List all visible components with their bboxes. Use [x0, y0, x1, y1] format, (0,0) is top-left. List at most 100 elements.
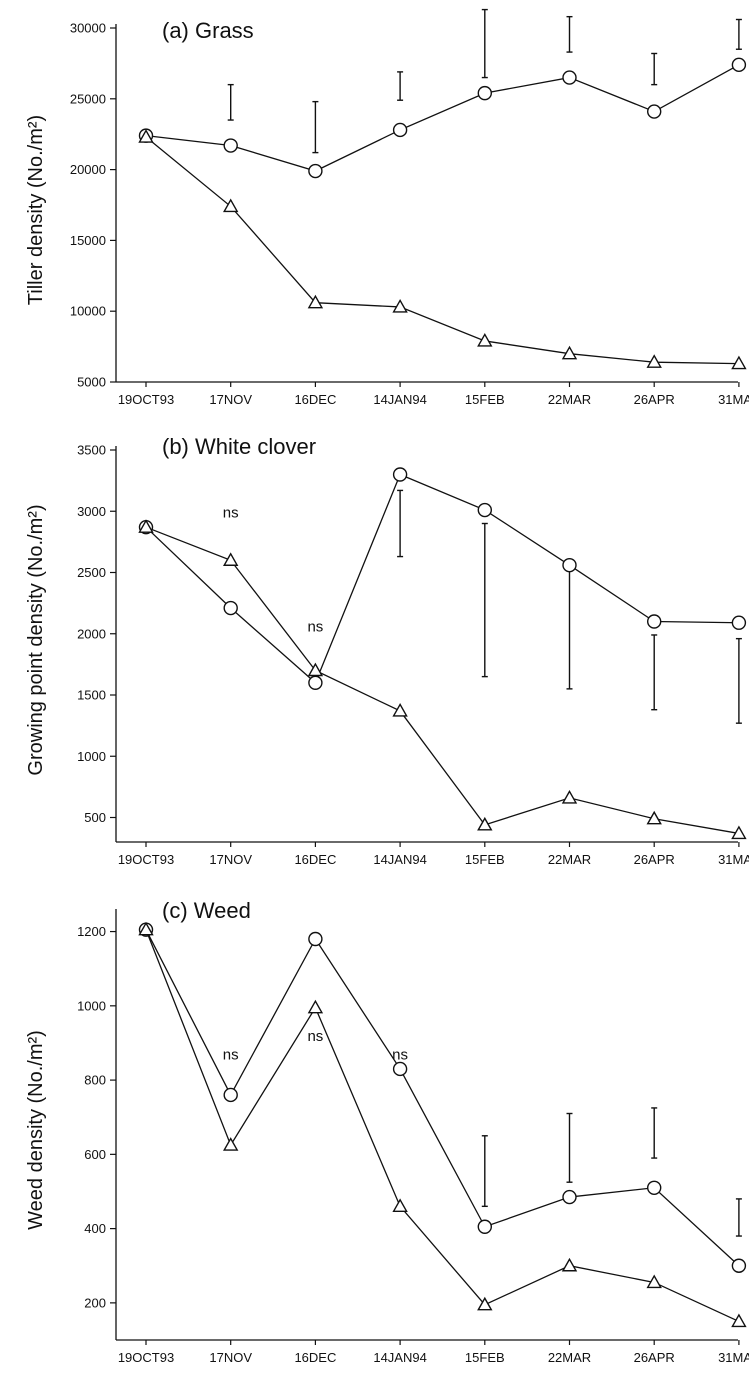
- x-tick-label: 26APR: [634, 392, 675, 407]
- y-tick-label: 1500: [77, 688, 106, 703]
- circle-marker: [562, 1189, 577, 1205]
- triangle-marker: [477, 1296, 493, 1311]
- y-tick-label: 3000: [77, 504, 106, 519]
- circle-marker: [223, 138, 238, 153]
- y-tick-label: 600: [84, 1147, 106, 1162]
- x-tick-label: 19OCT93: [118, 852, 174, 867]
- triangle-marker: [731, 825, 747, 840]
- circle-marker: [731, 1258, 747, 1273]
- triangle-marker: [731, 1313, 747, 1328]
- triangle-marker: [646, 354, 662, 368]
- panel-2: 200 400 600 800 1000 1200 19OCT93 17NOV 16DEC 14J…: [25, 898, 749, 1365]
- circle-marker: [308, 163, 323, 179]
- x-tick-label: 14JAN94: [373, 1350, 426, 1365]
- triangle-marker: [392, 299, 408, 313]
- circle-marker: [647, 614, 662, 629]
- triangle-marker: [223, 198, 239, 213]
- x-tick-label: 16DEC: [294, 1350, 336, 1365]
- x-tick-label: 14JAN94: [373, 392, 426, 407]
- x-tick-label: 22MAR: [548, 852, 591, 867]
- y-tick-label: 1000: [77, 749, 106, 764]
- triangle-marker: [138, 129, 154, 143]
- x-tick-label: 14JAN94: [373, 852, 426, 867]
- circle-marker: [647, 1180, 662, 1195]
- y-tick-label: 400: [84, 1221, 106, 1236]
- y-tick-label: 10000: [70, 304, 106, 319]
- ns-annotation: ns: [392, 1047, 408, 1064]
- triangle-marker: [477, 333, 493, 347]
- triangle-marker: [138, 519, 154, 533]
- ns-annotation: ns: [223, 1047, 239, 1064]
- series-line-circle: [145, 473, 739, 684]
- triangle-marker: [138, 921, 154, 936]
- circle-marker: [392, 1061, 408, 1077]
- circle-marker: [731, 615, 747, 630]
- triangle-marker: [223, 552, 239, 566]
- y-tick-label: 20000: [70, 162, 106, 177]
- series-line-circle: [145, 64, 740, 172]
- circle-marker: [477, 85, 492, 101]
- triangle-marker: [477, 816, 493, 831]
- circle-marker: [223, 1087, 238, 1103]
- y-axis-label: Weed density (No./m²): [25, 1030, 47, 1230]
- circle-marker: [223, 600, 238, 616]
- x-tick-label: 22MAR: [548, 1350, 591, 1365]
- triangle-marker: [646, 1274, 662, 1289]
- panel-title: (c) Weed: [162, 898, 251, 923]
- x-tick-label: 15FEB: [465, 852, 505, 867]
- x-tick-label: 17NOV: [209, 852, 252, 867]
- circle-marker: [477, 1219, 492, 1234]
- ns-annotation: ns: [223, 504, 239, 521]
- y-axis-label: Tiller density (No./m²): [25, 115, 47, 305]
- triangle-marker: [392, 1198, 408, 1213]
- triangle-marker: [223, 1137, 239, 1151]
- y-tick-label: 3500: [77, 443, 106, 458]
- circle-marker: [562, 557, 577, 573]
- y-tick-label: 500: [84, 810, 106, 825]
- x-tick-label: 17NOV: [209, 1350, 252, 1365]
- x-tick-label: 15FEB: [465, 1350, 505, 1365]
- series-line-triangle: [145, 136, 739, 365]
- x-tick-label: 31MAY: [718, 392, 749, 407]
- y-tick-label: 800: [84, 1073, 106, 1088]
- ns-annotation: ns: [307, 1028, 323, 1045]
- y-tick-label: 2000: [77, 626, 106, 641]
- y-tick-label: 25000: [70, 91, 106, 106]
- series-line-triangle: [145, 929, 740, 1323]
- triangle-marker: [561, 1257, 578, 1272]
- y-axis-label: Growing point density (No./m²): [25, 504, 47, 775]
- circle-marker: [647, 104, 662, 119]
- x-tick-label: 31MAY: [718, 1350, 749, 1365]
- circle-marker: [308, 675, 323, 690]
- x-tick-label: 16DEC: [294, 392, 336, 407]
- y-tick-label: 15000: [70, 233, 106, 248]
- triangle-marker: [307, 294, 324, 309]
- panel-title: (b) White clover: [162, 434, 316, 459]
- series-line-triangle: [145, 526, 740, 835]
- panel-0: 5000 10000 15000 20000 25000 30000 19OCT93 17NO…: [25, 8, 749, 407]
- x-tick-label: 31MAY: [718, 852, 749, 867]
- x-tick-label: 26APR: [634, 852, 675, 867]
- y-tick-label: 200: [84, 1295, 106, 1310]
- triangle-marker: [561, 789, 578, 804]
- circle-marker: [731, 57, 747, 73]
- x-tick-label: 17NOV: [209, 392, 252, 407]
- panel-1: 500 1000 1500 2000 2500 3000 3500 19OCT93 17NOV 1…: [25, 434, 749, 867]
- triangle-marker: [307, 662, 324, 677]
- circle-marker: [392, 467, 408, 482]
- panel-title: (a) Grass: [162, 18, 254, 43]
- y-tick-label: 1200: [77, 924, 106, 939]
- circle-marker: [477, 502, 492, 518]
- x-tick-label: 15FEB: [465, 392, 505, 407]
- triangle-marker: [561, 345, 578, 360]
- x-tick-label: 26APR: [634, 1350, 675, 1365]
- x-tick-label: 22MAR: [548, 392, 591, 407]
- y-tick-label: 1000: [77, 998, 106, 1013]
- circle-marker: [392, 122, 408, 138]
- y-tick-label: 30000: [70, 21, 106, 36]
- ns-annotation: ns: [307, 618, 323, 635]
- circle-marker: [308, 931, 323, 947]
- triangle-marker: [307, 999, 324, 1014]
- x-tick-label: 19OCT93: [118, 1350, 174, 1365]
